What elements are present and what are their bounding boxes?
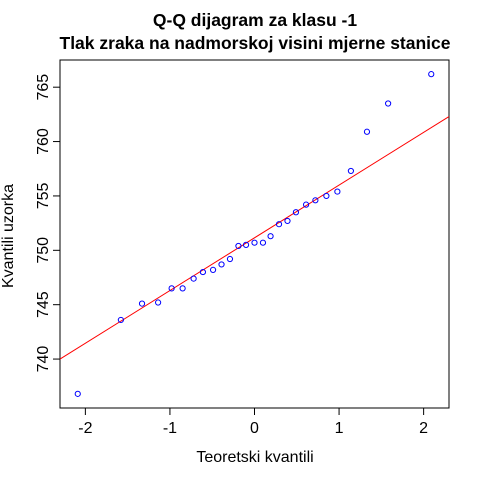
data-point [259,239,267,246]
data-point [117,316,124,324]
y-tick-label: 755 [35,182,52,209]
x-axis: -2 -1 0 1 2 [78,408,428,437]
data-point [251,239,258,246]
chart-subtitle: Tlak zraka na nadmorskoj visini mjerne s… [60,33,451,53]
data-point [226,255,234,263]
data-point [385,100,392,107]
data-point [302,201,310,208]
plot-frame [59,59,450,409]
data-point [312,197,319,204]
x-tick-label: -2 [78,420,92,437]
x-tick-label: -1 [163,420,177,437]
x-tick-label: 1 [335,420,344,437]
x-tick-label: 0 [250,420,259,437]
x-axis-label: Teoretski kvantili [196,449,313,466]
data-point [154,299,162,306]
data-point [284,217,291,225]
data-point [363,128,371,135]
y-tick-label: 745 [35,291,52,318]
data-point [190,275,197,282]
y-axis: 740 745 750 755 760 765 [35,74,60,373]
chart-title: Q-Q dijagram za klasu -1 [153,10,357,30]
data-point [267,233,274,240]
x-tick-label: 2 [419,420,428,437]
data-point [242,241,250,248]
y-axis-label: Kvantili uzorka [0,184,17,288]
y-tick-label: 760 [35,128,52,155]
data-point [347,167,355,175]
data-point [235,242,242,250]
data-point [334,188,341,195]
y-tick-label: 765 [35,74,52,101]
data-point [292,209,300,216]
data-point [209,266,217,273]
data-point [138,300,146,307]
data-point [179,285,186,292]
y-tick-label: 750 [35,237,52,264]
reference-line [59,116,450,360]
data-points [74,71,435,397]
data-point [428,71,435,78]
chart-title-group: Q-Q dijagram za klasu -1 Tlak zraka na n… [60,10,451,53]
data-point [168,285,175,292]
data-point [323,192,330,200]
data-point [199,268,207,276]
data-point [218,261,225,268]
data-point [275,221,283,228]
data-point [74,390,81,397]
y-tick-label: 740 [35,346,52,373]
